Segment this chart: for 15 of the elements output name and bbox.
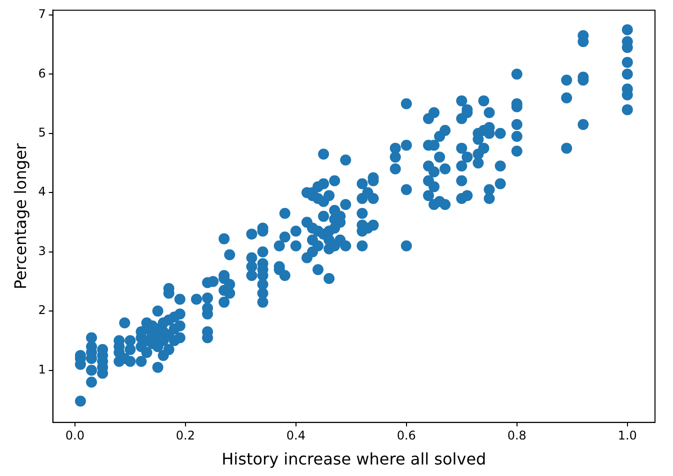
y-tick-label: 6	[38, 66, 46, 80]
y-tick-label: 3	[38, 244, 46, 258]
y-tick-label: 5	[38, 126, 46, 140]
x-tick-label: 0.6	[396, 428, 416, 443]
x-tick-label: 0.4	[286, 428, 306, 443]
x-tick-label: 0.2	[176, 428, 195, 443]
y-tick-label: 1	[38, 362, 46, 376]
x-tick-label: 0.8	[507, 428, 526, 443]
y-axis-title: Percentage longer	[10, 142, 30, 290]
x-tick-label: 0.0	[65, 428, 84, 443]
y-tick-label: 2	[38, 303, 46, 318]
y-tick-label: 4	[38, 184, 46, 199]
x-tick-label: 1.0	[618, 428, 637, 443]
y-tick-label: 7	[38, 7, 46, 22]
x-axis-title: History increase where all solved	[222, 450, 486, 469]
